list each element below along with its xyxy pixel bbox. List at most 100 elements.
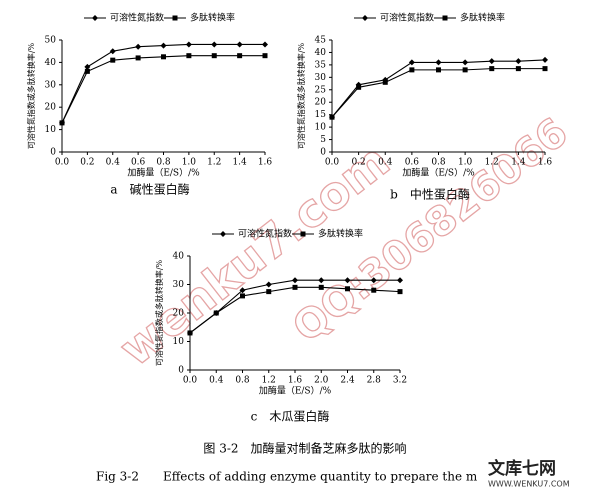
y-tick-label: 25	[315, 85, 327, 95]
x-tick-label: 0.8	[431, 158, 446, 168]
legend-marker	[92, 15, 98, 21]
x-tick-label: 1.0	[458, 158, 473, 168]
marker	[515, 58, 522, 65]
marker	[462, 67, 468, 73]
marker	[262, 41, 268, 48]
marker	[489, 66, 495, 72]
marker	[356, 84, 362, 90]
marker	[240, 293, 245, 299]
x-tick-label: 1.4	[511, 158, 526, 168]
y-tick-label: 40	[173, 252, 185, 262]
marker	[409, 67, 415, 73]
legend-label: 可溶性氮指数	[380, 12, 434, 24]
marker	[266, 289, 272, 295]
marker	[370, 277, 377, 284]
marker	[488, 58, 495, 65]
y-tick-label: 20	[45, 103, 57, 113]
marker	[435, 59, 442, 66]
x-tick-label: 1.6	[538, 158, 553, 168]
x-axis-label: 加酶量（E/S）/%	[259, 385, 332, 397]
x-tick-label: 0.0	[183, 376, 198, 386]
figure-caption-cn: 图 3-2 加酶量对制备芝麻多肽的影响	[203, 441, 406, 456]
x-tick-label: 0.0	[325, 158, 340, 168]
y-tick-label: 35	[315, 60, 327, 70]
marker	[84, 63, 91, 70]
chart-caption: c 木瓜蛋白酶	[251, 409, 330, 424]
legend-label: 多肽转换率	[460, 12, 505, 24]
legend-label: 可溶性氮指数	[110, 12, 164, 24]
marker	[237, 53, 243, 59]
x-tick-label: 0.8	[235, 376, 250, 386]
x-tick-label: 0.0	[55, 158, 70, 168]
marker	[84, 68, 90, 74]
x-tick-label: 0.4	[106, 158, 121, 168]
y-tick-label: 30	[173, 280, 185, 290]
x-tick-label: 0.2	[351, 158, 365, 168]
logo-url: WWW.WENKU7.COM	[488, 480, 570, 489]
marker	[344, 277, 351, 284]
marker	[135, 55, 141, 61]
y-axis-label: 可溶性氮指数或多肽转换率/%	[154, 259, 164, 366]
y-axis-label: 可溶性氮指数或多肽转换率/%	[296, 42, 306, 149]
x-tick-label: 2.0	[314, 376, 329, 386]
x-tick-label: 1.6	[288, 376, 303, 386]
marker	[110, 57, 116, 63]
logo-name: 文库七网	[488, 458, 556, 479]
x-axis-label: 加酶量（E/S）/%	[402, 167, 475, 179]
legend-marker	[362, 15, 368, 21]
x-tick-label: 0.6	[405, 158, 420, 168]
x-tick-label: 1.2	[207, 158, 221, 168]
y-tick-label: 10	[173, 337, 185, 347]
legend-marker	[442, 15, 448, 21]
x-tick-label: 0.6	[131, 158, 146, 168]
marker	[239, 287, 246, 294]
y-tick-label: 10	[315, 123, 327, 133]
x-tick-label: 2.4	[340, 376, 355, 386]
marker	[462, 59, 469, 66]
x-axis-label: 加酶量（E/S）/%	[127, 167, 200, 179]
marker	[329, 114, 335, 120]
marker	[408, 59, 415, 66]
x-tick-label: 1.4	[232, 158, 247, 168]
marker	[318, 277, 325, 284]
line	[331, 68, 545, 118]
marker	[160, 42, 167, 49]
legend-label: 多肽转换率	[190, 12, 235, 24]
chart-caption: a 碱性蛋白酶	[110, 182, 189, 197]
marker	[542, 56, 548, 63]
y-tick-label: 20	[315, 98, 327, 108]
marker	[515, 66, 521, 72]
x-tick-label: 1.2	[262, 376, 276, 386]
figure-caption-en: Fig 3-2 Effects of adding enzyme quantit…	[96, 470, 478, 484]
marker	[211, 53, 217, 59]
marker	[161, 54, 166, 60]
y-tick-label: 10	[45, 125, 57, 135]
marker	[59, 120, 65, 126]
y-tick-label: 40	[315, 48, 327, 58]
y-tick-label: 5	[320, 135, 326, 145]
marker	[371, 287, 377, 293]
y-tick-label: 45	[315, 36, 327, 46]
x-tick-label: 1.2	[485, 158, 499, 168]
x-tick-label: 0.4	[209, 376, 224, 386]
legend-marker	[172, 15, 178, 21]
marker	[397, 289, 403, 295]
y-tick-label: 30	[315, 73, 327, 83]
marker	[185, 41, 192, 48]
x-tick-label: 0.4	[378, 158, 393, 168]
chart-caption: b 中性蛋白酶	[390, 187, 470, 202]
marker	[265, 281, 272, 288]
marker	[187, 330, 193, 336]
marker	[135, 43, 142, 50]
marker	[213, 310, 219, 316]
marker	[318, 284, 324, 290]
legend-marker	[220, 231, 226, 237]
legend-label: 可溶性氮指数	[238, 228, 292, 240]
line	[61, 55, 265, 124]
y-tick-label: 30	[45, 80, 57, 90]
marker	[397, 277, 403, 284]
y-tick-label: 0	[178, 366, 184, 376]
marker	[236, 41, 243, 48]
x-tick-label: 0.8	[156, 158, 171, 168]
x-tick-label: 3.2	[393, 376, 407, 386]
